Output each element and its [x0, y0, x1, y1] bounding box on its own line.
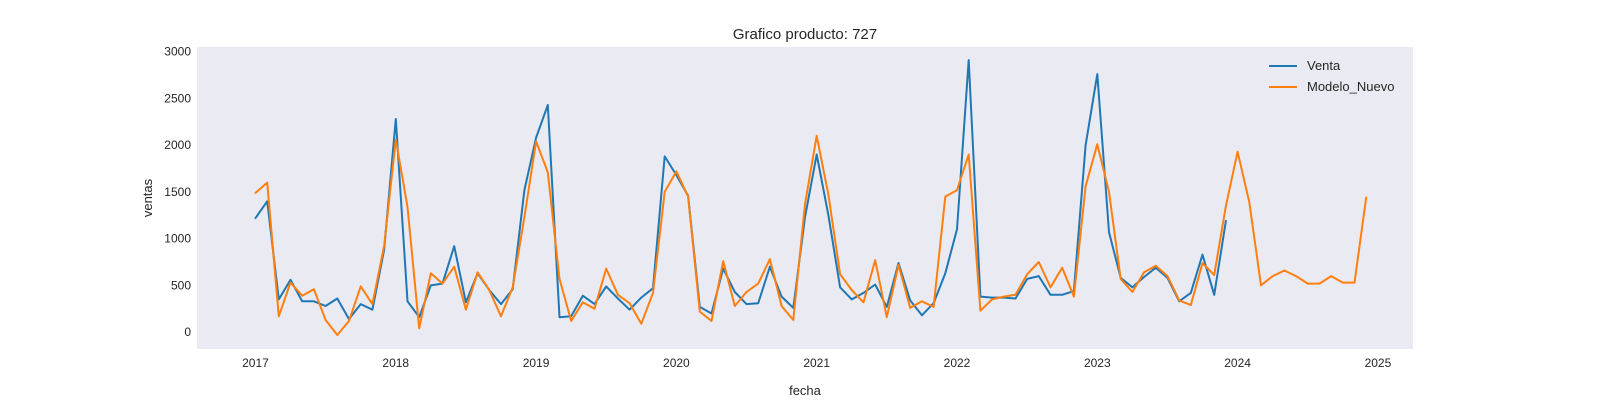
x-tick-label: 2022	[944, 356, 971, 370]
x-tick-label: 2020	[663, 356, 690, 370]
y-tick-label: 1000	[164, 232, 191, 246]
y-tick-label: 3000	[164, 45, 191, 59]
y-tick-label: 0	[184, 325, 191, 339]
y-tick-label: 500	[171, 278, 191, 292]
x-tick-label: 2025	[1365, 356, 1392, 370]
chart-title: Grafico producto: 727	[733, 26, 877, 43]
x-axis-label: fecha	[789, 383, 822, 398]
series-lines	[254, 59, 1368, 336]
x-tick-label: 2023	[1084, 356, 1111, 370]
y-tick-label: 2000	[164, 138, 191, 152]
legend-label: Modelo_Nuevo	[1307, 79, 1394, 94]
x-tick-label: 2018	[382, 356, 409, 370]
x-tick-label: 2019	[523, 356, 550, 370]
y-tick-label: 1500	[164, 185, 191, 199]
y-axis-ticks: 0 500 1000 1500 2000 2500 3000	[164, 45, 191, 339]
x-tick-label: 2021	[803, 356, 830, 370]
legend-label: Venta	[1307, 58, 1341, 73]
x-axis-ticks: 2017 2018 2019 2020 2021 2022 2023 2024 2025	[242, 356, 1391, 370]
legend: Venta Modelo_Nuevo	[1269, 58, 1394, 94]
series-line-modelo-nuevo	[254, 134, 1368, 336]
x-tick-label: 2017	[242, 356, 269, 370]
plot-background	[197, 47, 1413, 349]
x-tick-label: 2024	[1224, 356, 1251, 370]
y-axis-label: ventas	[140, 178, 155, 217]
y-tick-label: 2500	[164, 91, 191, 105]
